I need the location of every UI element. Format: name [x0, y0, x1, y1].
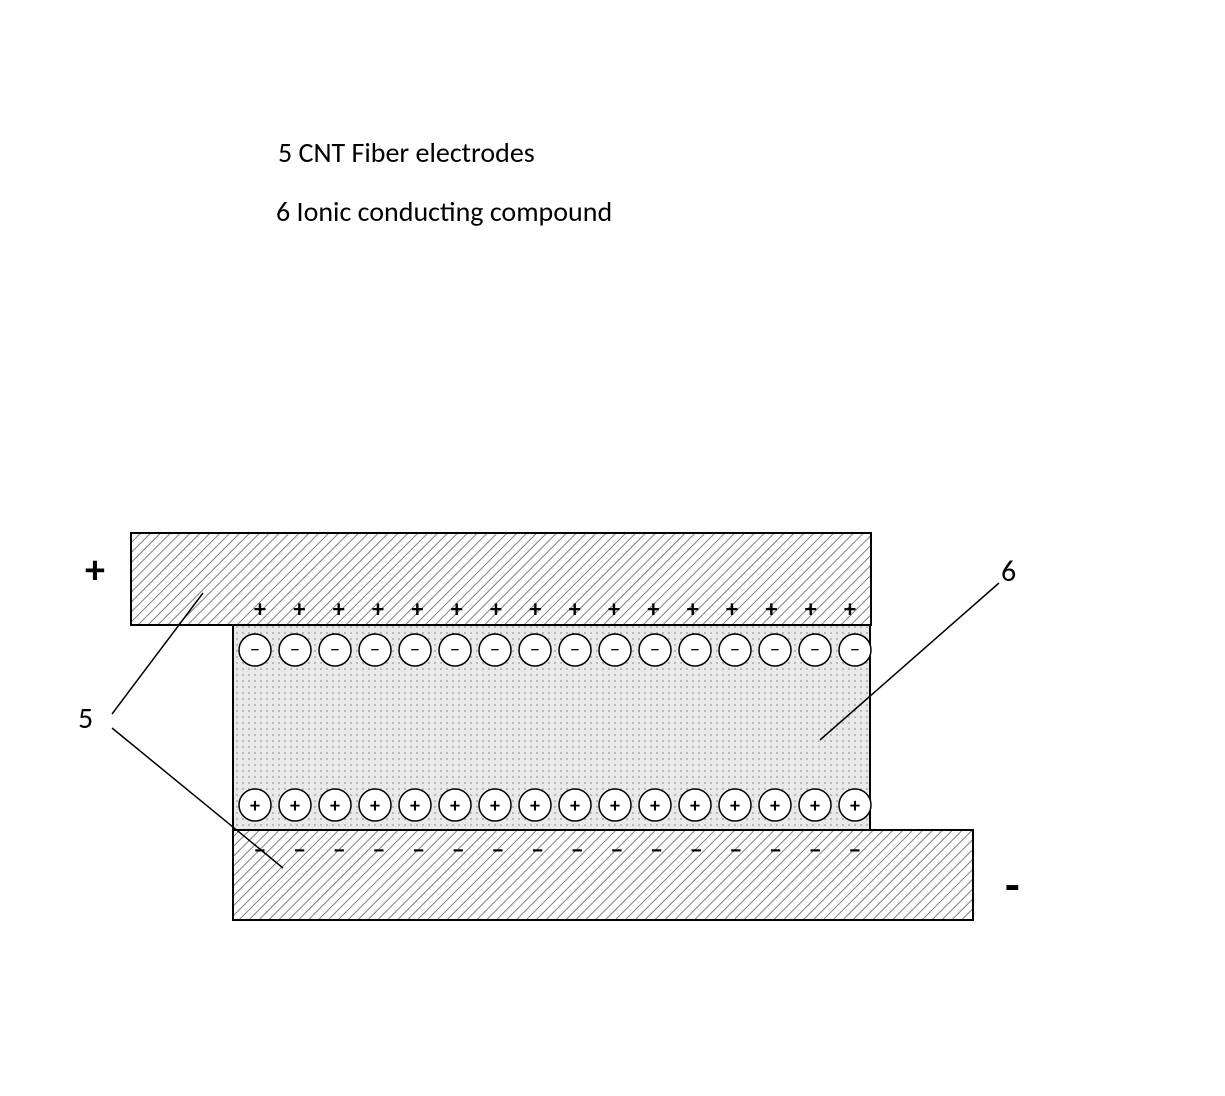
charge-plus: +: [254, 595, 266, 624]
charge-minus: −: [532, 836, 544, 865]
charge-minus: −: [254, 836, 266, 865]
ion-negative-label: −: [330, 638, 340, 662]
charge-minus: −: [413, 836, 425, 865]
ion-positive-label: +: [810, 794, 820, 818]
charge-plus: +: [333, 595, 345, 624]
ion-negative-label: −: [850, 638, 860, 662]
charge-minus: −: [770, 836, 782, 865]
ion-positive-label: +: [490, 794, 500, 818]
charge-minus: −: [730, 836, 742, 865]
charge-plus: +: [411, 595, 423, 624]
ion-negative-label: −: [410, 638, 420, 662]
ion-positive-label: +: [770, 794, 780, 818]
charge-plus: +: [765, 595, 777, 624]
ion-negative-label: −: [650, 638, 660, 662]
ion-positive-label: +: [290, 794, 300, 818]
charge-plus: +: [844, 595, 856, 624]
charge-minus: −: [611, 836, 623, 865]
charge-minus: −: [690, 836, 702, 865]
charge-plus: +: [726, 595, 738, 624]
ion-positive-label: +: [250, 794, 260, 818]
ion-positive-label: +: [690, 794, 700, 818]
capacitor-diagram: ++++++++++++++++−−−−−−−−−−−−−−−−−−−−−−−−…: [0, 0, 1225, 1096]
ion-negative-label: −: [690, 638, 700, 662]
charge-minus: −: [809, 836, 821, 865]
charge-minus: −: [492, 836, 504, 865]
charge-minus: −: [849, 836, 861, 865]
ion-negative-label: −: [490, 638, 500, 662]
ion-negative-label: −: [450, 638, 460, 662]
charge-plus: +: [647, 595, 659, 624]
ion-negative-label: −: [610, 638, 620, 662]
ion-negative-label: −: [810, 638, 820, 662]
ion-negative-label: −: [570, 638, 580, 662]
charge-minus: −: [333, 836, 345, 865]
ion-negative-label: −: [290, 638, 300, 662]
ion-positive-label: +: [650, 794, 660, 818]
charge-minus: −: [373, 836, 385, 865]
ion-positive-label: +: [370, 794, 380, 818]
charge-minus: −: [452, 836, 464, 865]
ion-positive-label: +: [730, 794, 740, 818]
charge-plus: +: [372, 595, 384, 624]
ion-positive-label: +: [450, 794, 460, 818]
ion-negative-label: −: [770, 638, 780, 662]
ion-positive-label: +: [330, 794, 340, 818]
ion-positive-label: +: [410, 794, 420, 818]
charge-plus: +: [451, 595, 463, 624]
charge-plus: +: [529, 595, 541, 624]
charge-plus: +: [608, 595, 620, 624]
ion-positive-label: +: [610, 794, 620, 818]
charge-plus: +: [687, 595, 699, 624]
ion-negative-label: −: [530, 638, 540, 662]
charge-plus: +: [569, 595, 581, 624]
charge-minus: −: [651, 836, 663, 865]
charge-plus: +: [293, 595, 305, 624]
ion-positive-label: +: [530, 794, 540, 818]
ion-negative-label: −: [370, 638, 380, 662]
ion-negative-label: −: [250, 638, 260, 662]
charge-plus: +: [490, 595, 502, 624]
charge-minus: −: [571, 836, 583, 865]
ion-positive-label: +: [570, 794, 580, 818]
ion-negative-label: −: [730, 638, 740, 662]
ion-positive-label: +: [850, 794, 860, 818]
charge-minus: −: [294, 836, 306, 865]
charge-plus: +: [805, 595, 817, 624]
